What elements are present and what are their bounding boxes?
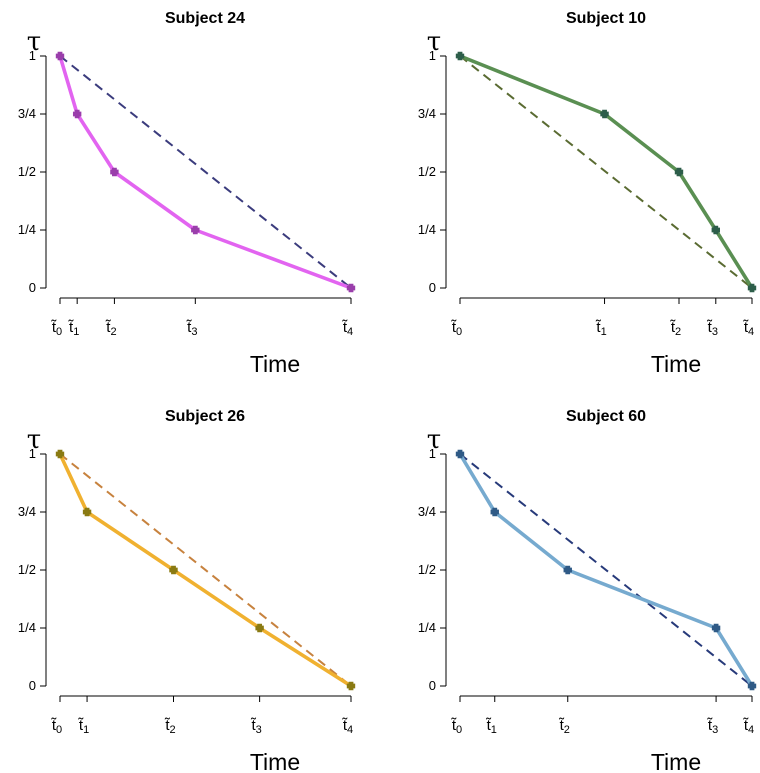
y-tick-label: 1/4 (18, 620, 36, 635)
diagonal-reference-line (59, 55, 352, 289)
y-tick-label: 1/2 (18, 562, 36, 577)
diagonal-reference-line (459, 453, 753, 687)
x-tick-label: t̃0 (450, 319, 462, 338)
y-tick-label: 1 (429, 48, 436, 63)
x-axis-label: Time (250, 351, 300, 377)
x-tick-label: t̃3 (186, 319, 198, 338)
x-tick-label: t̃4 (742, 319, 754, 338)
y-tick-label: 1/2 (418, 562, 436, 577)
data-point-marker (674, 167, 684, 177)
y-tick-label: 3/4 (418, 504, 436, 519)
x-tick-label: t̃2 (105, 319, 117, 338)
y-tick-label: 1/4 (418, 620, 436, 635)
chart-panel-4: Subject 60 τ 0 1/4 1/2 3/4 1 t̃0 t̃1 t̃2 t̃3 t̃4 Tim… (418, 408, 757, 773)
y-tick-label: 3/4 (18, 106, 36, 121)
chart-panel-1: Subject 24 τ 0 1/4 1/2 3/4 1 t̃0 t̃1 t̃2 t̃3 t̃4 Tim… (18, 10, 356, 377)
x-tick-label: t̃2 (669, 319, 681, 338)
y-tick-label: 1 (29, 48, 36, 63)
data-point-marker (110, 167, 119, 177)
x-tick-label: t̃0 (450, 717, 462, 736)
y-axis-label: τ (427, 27, 441, 57)
x-tick-label: t̃4 (341, 717, 353, 736)
data-point-marker (55, 51, 65, 61)
diagonal-reference-line (59, 453, 352, 687)
y-tick-label: 1/4 (18, 222, 36, 237)
data-point-marker (600, 109, 609, 119)
diagonal-reference-line (459, 55, 753, 289)
x-tick-label: t̃1 (68, 319, 80, 338)
x-tick-label: t̃2 (164, 717, 176, 736)
y-axis-label: τ (27, 27, 41, 57)
data-point-marker (563, 565, 572, 575)
chart-title: Subject 10 (566, 10, 646, 27)
data-point-marker (747, 283, 757, 293)
x-tick-label: t̃4 (742, 717, 754, 736)
y-axis-label: τ (427, 425, 441, 455)
data-point-marker (490, 507, 499, 517)
data-point-marker (455, 51, 465, 61)
y-tick-label: 0 (429, 678, 436, 693)
y-axis-label: τ (27, 425, 41, 455)
x-tick-label: t̃0 (50, 319, 62, 338)
data-point-marker (346, 283, 356, 293)
y-tick-label: 3/4 (418, 106, 436, 121)
y-tick-label: 0 (29, 678, 36, 693)
x-tick-label: t̃3 (250, 717, 262, 736)
data-point-marker (711, 623, 721, 633)
x-tick-label: t̃3 (706, 319, 718, 338)
x-tick-label: t̃1 (485, 717, 497, 736)
y-tick-label: 0 (29, 280, 36, 295)
y-tick-label: 1/2 (418, 164, 436, 179)
y-tick-label: 1/4 (418, 222, 436, 237)
x-axis-label: Time (651, 351, 701, 377)
data-point-marker (169, 565, 178, 575)
data-point-marker (191, 225, 200, 235)
data-point-marker (255, 623, 264, 633)
chart-title: Subject 26 (165, 408, 245, 425)
y-tick-label: 3/4 (18, 504, 36, 519)
chart-title: Subject 24 (165, 10, 245, 27)
chart-panel-3: Subject 26 τ 0 1/4 1/2 3/4 1 t̃0 t̃1 t̃2 t̃3 t̃4 Tim… (18, 408, 356, 773)
data-point-marker (346, 681, 356, 691)
x-tick-label: t̃2 (558, 717, 570, 736)
y-tick-label: 0 (429, 280, 436, 295)
x-tick-label: t̃3 (706, 717, 718, 736)
x-tick-label: t̃1 (77, 717, 89, 736)
chart-panel-2: Subject 10 τ 0 1/4 1/2 3/4 1 t̃0 t̃1 t̃2 t̃3 t̃4 Tim… (418, 10, 757, 377)
data-point-marker (72, 109, 82, 119)
x-axis-label: Time (651, 749, 701, 773)
y-tick-label: 1 (29, 446, 36, 461)
y-tick-label: 1 (429, 446, 436, 461)
data-point-marker (55, 449, 65, 459)
x-tick-label: t̃0 (50, 717, 62, 736)
data-point-marker (747, 681, 757, 691)
y-tick-label: 1/2 (18, 164, 36, 179)
data-point-marker (711, 225, 720, 235)
x-tick-label: t̃1 (595, 319, 607, 338)
data-point-marker (455, 449, 465, 459)
x-tick-label: t̃4 (341, 319, 353, 338)
chart-title: Subject 60 (566, 408, 646, 425)
x-axis-label: Time (250, 749, 300, 773)
data-point-marker (82, 507, 92, 517)
